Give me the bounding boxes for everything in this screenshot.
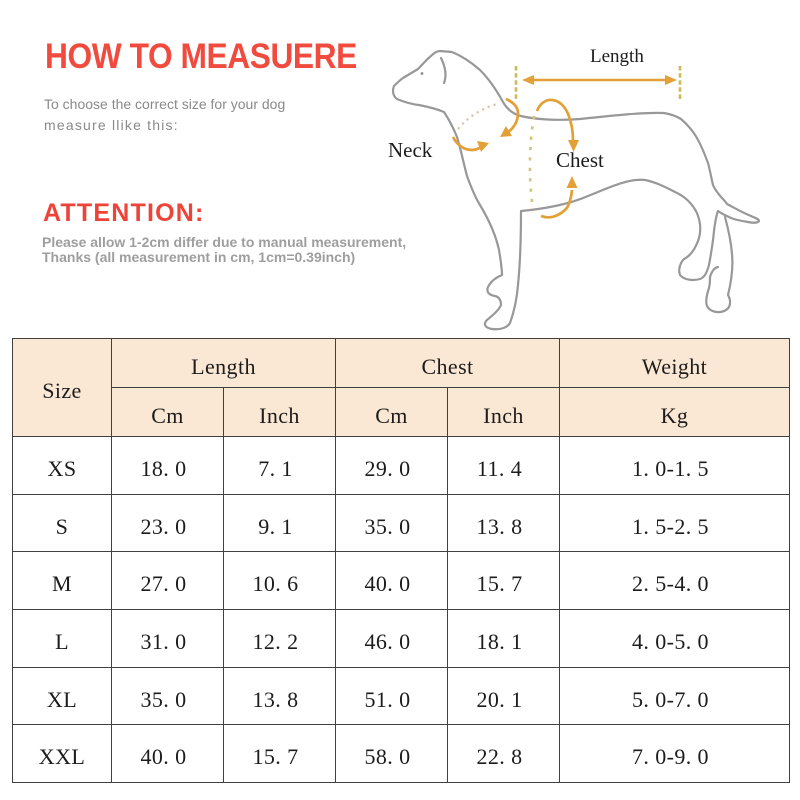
svg-text:Chest: Chest xyxy=(556,148,604,172)
svg-text:Length: Length xyxy=(590,46,644,67)
svg-text:Neck: Neck xyxy=(388,138,433,162)
